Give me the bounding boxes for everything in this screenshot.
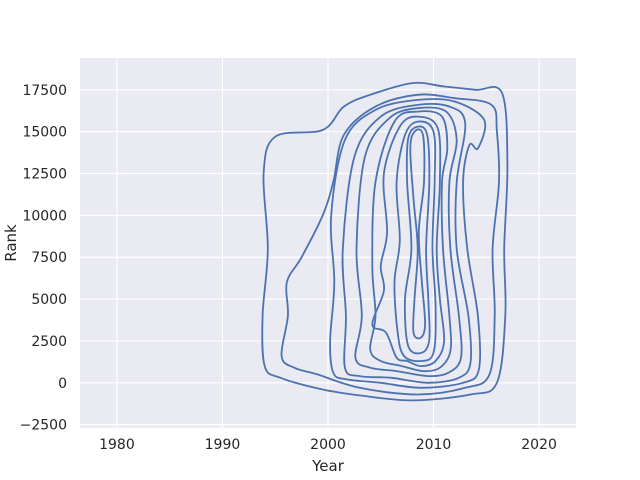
y-tick-label: 2500 (31, 334, 67, 350)
contour-level-3 (329, 98, 487, 389)
contour-level-8 (393, 120, 437, 363)
y-axis-label: Rank (2, 224, 20, 262)
x-tick-label: 1980 (99, 437, 135, 453)
y-tick-label: 12500 (22, 167, 67, 183)
y-axis-ticks: −2500 0 2500 5000 7500 10000 12500 15000 17500 (20, 83, 67, 434)
x-axis-ticks: 1980 1990 2000 2010 2020 (99, 437, 557, 453)
x-tick-label: 1990 (205, 437, 241, 453)
y-tick-label: 0 (58, 376, 67, 392)
x-tick-label: 2000 (310, 437, 346, 453)
contour-level-2 (280, 93, 501, 396)
contour-level-1 (261, 81, 509, 402)
contour-level-5 (354, 106, 463, 378)
contour-level-6 (369, 110, 453, 373)
contour-level-4 (341, 102, 473, 384)
y-tick-label: 10000 (22, 208, 67, 224)
x-tick-label: 2010 (416, 437, 452, 453)
x-axis-label: Year (311, 457, 345, 475)
x-tick-label: 2020 (521, 437, 557, 453)
y-tick-label: −2500 (20, 418, 67, 434)
y-tick-label: 5000 (31, 292, 67, 308)
y-tick-label: 15000 (22, 125, 67, 141)
y-tick-label: 7500 (31, 250, 67, 266)
contour-level-10 (409, 128, 427, 340)
contour-series (261, 81, 509, 402)
contour-level-9 (403, 125, 431, 355)
y-tick-label: 17500 (22, 83, 67, 99)
contour-level-7 (371, 115, 446, 367)
